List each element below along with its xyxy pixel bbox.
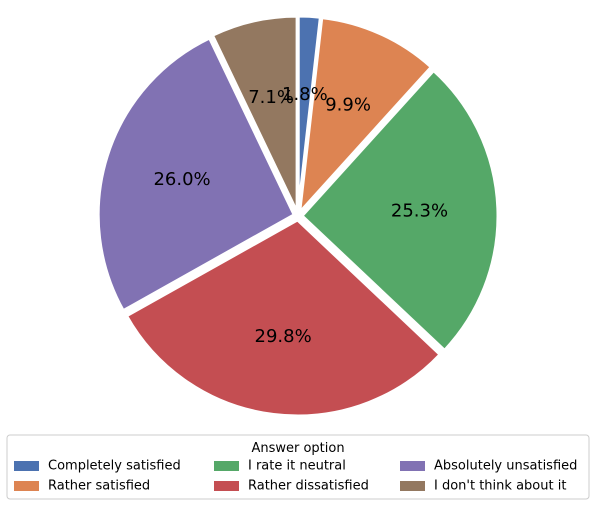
legend-label-5: Absolutely unsatisfied — [434, 459, 577, 474]
legend-items: Completely satisfied Rather satisfied I ra… — [14, 459, 577, 494]
legend-swatch-2 — [14, 481, 39, 491]
pie-label-5: 26.0% — [153, 169, 210, 190]
legend-label-1: Completely satisfied — [48, 459, 181, 474]
pie-label-6: 7.1% — [248, 87, 294, 108]
pie-slice-6 — [210, 14, 299, 213]
pie-slice-4 — [124, 218, 443, 418]
legend-title: Answer option — [251, 441, 344, 456]
legend-label-6: I don't think about it — [434, 479, 566, 494]
legend-swatch-6 — [400, 481, 425, 491]
legend-swatch-4 — [214, 481, 239, 491]
legend-swatch-1 — [14, 461, 39, 471]
legend: Answer option Completely satisfied Rather… — [6, 434, 590, 500]
pie-label-2: 9.9% — [325, 95, 371, 116]
legend-label-3: I rate it neutral — [248, 459, 346, 474]
pie-slices — [96, 14, 500, 418]
pie-label-3: 25.3% — [391, 201, 448, 222]
pie-percentage-labels: 1.8%9.9% 25.3% 29.8% 26.0% 7.1% — [153, 84, 448, 347]
legend-swatch-3 — [214, 461, 239, 471]
pie-label-1: 1.8% — [282, 84, 328, 105]
legend-label-2: Rather satisfied — [48, 479, 150, 494]
legend-frame — [6, 434, 590, 500]
legend-label-4: Rather dissatisfied — [248, 479, 369, 494]
pie-label-4: 29.8% — [255, 326, 312, 347]
pie-slice-3 — [299, 68, 500, 353]
legend-swatch-5 — [400, 461, 425, 471]
pie-slice-2 — [297, 15, 434, 217]
pie-slice-5 — [96, 36, 297, 313]
